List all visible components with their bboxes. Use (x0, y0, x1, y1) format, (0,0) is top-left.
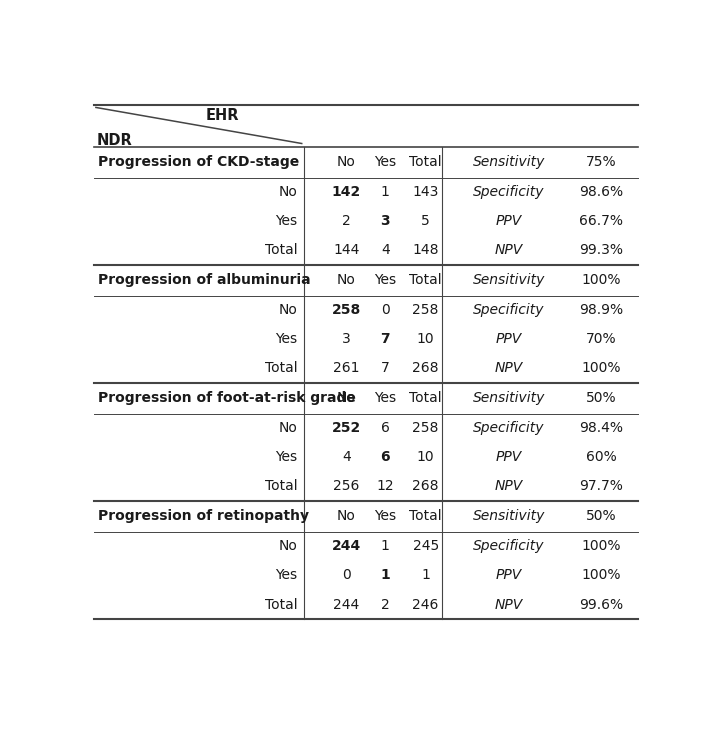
Text: NDR: NDR (97, 133, 133, 147)
Text: Yes: Yes (374, 273, 396, 288)
Text: 143: 143 (413, 185, 439, 199)
Text: Progression of CKD-stage: Progression of CKD-stage (98, 156, 299, 169)
Text: Specificity: Specificity (473, 539, 545, 553)
Text: 252: 252 (332, 421, 361, 436)
Text: 258: 258 (332, 304, 361, 317)
Text: 268: 268 (413, 362, 439, 375)
Text: Sensitivity: Sensitivity (473, 156, 545, 169)
Text: 100%: 100% (581, 273, 621, 288)
Text: Progression of foot-at-risk grade: Progression of foot-at-risk grade (98, 391, 356, 405)
Text: 245: 245 (413, 539, 439, 553)
Text: No: No (337, 273, 356, 288)
Text: No: No (337, 156, 356, 169)
Text: 50%: 50% (585, 391, 616, 405)
Text: 0: 0 (342, 569, 351, 582)
Text: 5: 5 (421, 214, 430, 229)
Text: 0: 0 (381, 304, 390, 317)
Text: 148: 148 (413, 243, 439, 257)
Text: 1: 1 (381, 185, 390, 199)
Text: 2: 2 (342, 214, 351, 229)
Text: PPV: PPV (496, 332, 522, 347)
Text: 7: 7 (381, 332, 390, 347)
Text: Sensitivity: Sensitivity (473, 510, 545, 523)
Text: No: No (278, 539, 297, 553)
Text: Yes: Yes (374, 391, 396, 405)
Text: No: No (278, 304, 297, 317)
Text: Total: Total (265, 362, 297, 375)
Text: 258: 258 (413, 421, 439, 436)
Text: 144: 144 (333, 243, 360, 257)
Text: 97.7%: 97.7% (579, 479, 623, 494)
Text: Total: Total (265, 243, 297, 257)
Text: 10: 10 (417, 332, 435, 347)
Text: 244: 244 (332, 539, 361, 553)
Text: 98.9%: 98.9% (579, 304, 623, 317)
Text: Specificity: Specificity (473, 421, 545, 436)
Text: 261: 261 (333, 362, 360, 375)
Text: Sensitivity: Sensitivity (473, 273, 545, 288)
Text: 98.4%: 98.4% (579, 421, 623, 436)
Text: 70%: 70% (585, 332, 616, 347)
Text: Total: Total (409, 273, 442, 288)
Text: Total: Total (409, 156, 442, 169)
Text: 100%: 100% (581, 362, 621, 375)
Text: 10: 10 (417, 451, 435, 464)
Text: 66.7%: 66.7% (579, 214, 623, 229)
Text: Specificity: Specificity (473, 185, 545, 199)
Text: NPV: NPV (495, 362, 523, 375)
Text: 4: 4 (342, 451, 351, 464)
Text: 6: 6 (381, 451, 390, 464)
Text: No: No (278, 185, 297, 199)
Text: NPV: NPV (495, 597, 523, 612)
Text: 1: 1 (381, 569, 390, 582)
Text: 7: 7 (381, 362, 390, 375)
Text: 256: 256 (333, 479, 360, 494)
Text: 268: 268 (413, 479, 439, 494)
Text: 6: 6 (381, 421, 390, 436)
Text: Yes: Yes (275, 569, 297, 582)
Text: 100%: 100% (581, 569, 621, 582)
Text: Total: Total (409, 510, 442, 523)
Text: 60%: 60% (585, 451, 616, 464)
Text: 246: 246 (413, 597, 439, 612)
Text: 50%: 50% (585, 510, 616, 523)
Text: No: No (337, 391, 356, 405)
Text: Total: Total (409, 391, 442, 405)
Text: Total: Total (265, 597, 297, 612)
Text: Progression of retinopathy: Progression of retinopathy (98, 510, 309, 523)
Text: 75%: 75% (585, 156, 616, 169)
Text: EHR: EHR (206, 108, 239, 123)
Text: NPV: NPV (495, 479, 523, 494)
Text: 100%: 100% (581, 539, 621, 553)
Text: 4: 4 (381, 243, 390, 257)
Text: No: No (278, 421, 297, 436)
Text: 3: 3 (342, 332, 351, 347)
Text: Sensitivity: Sensitivity (473, 391, 545, 405)
Text: Yes: Yes (275, 332, 297, 347)
Text: 1: 1 (421, 569, 430, 582)
Text: 3: 3 (381, 214, 390, 229)
Text: Yes: Yes (374, 156, 396, 169)
Text: Progression of albuminuria: Progression of albuminuria (98, 273, 311, 288)
Text: PPV: PPV (496, 451, 522, 464)
Text: Yes: Yes (275, 214, 297, 229)
Text: Yes: Yes (374, 510, 396, 523)
Text: 98.6%: 98.6% (579, 185, 623, 199)
Text: Specificity: Specificity (473, 304, 545, 317)
Text: 12: 12 (376, 479, 394, 494)
Text: Yes: Yes (275, 451, 297, 464)
Text: PPV: PPV (496, 569, 522, 582)
Text: No: No (337, 510, 356, 523)
Text: 258: 258 (413, 304, 439, 317)
Text: 244: 244 (333, 597, 360, 612)
Text: PPV: PPV (496, 214, 522, 229)
Text: 2: 2 (381, 597, 390, 612)
Text: 1: 1 (381, 539, 390, 553)
Text: 142: 142 (332, 185, 361, 199)
Text: 99.3%: 99.3% (579, 243, 623, 257)
Text: NPV: NPV (495, 243, 523, 257)
Text: Total: Total (265, 479, 297, 494)
Text: 99.6%: 99.6% (579, 597, 623, 612)
